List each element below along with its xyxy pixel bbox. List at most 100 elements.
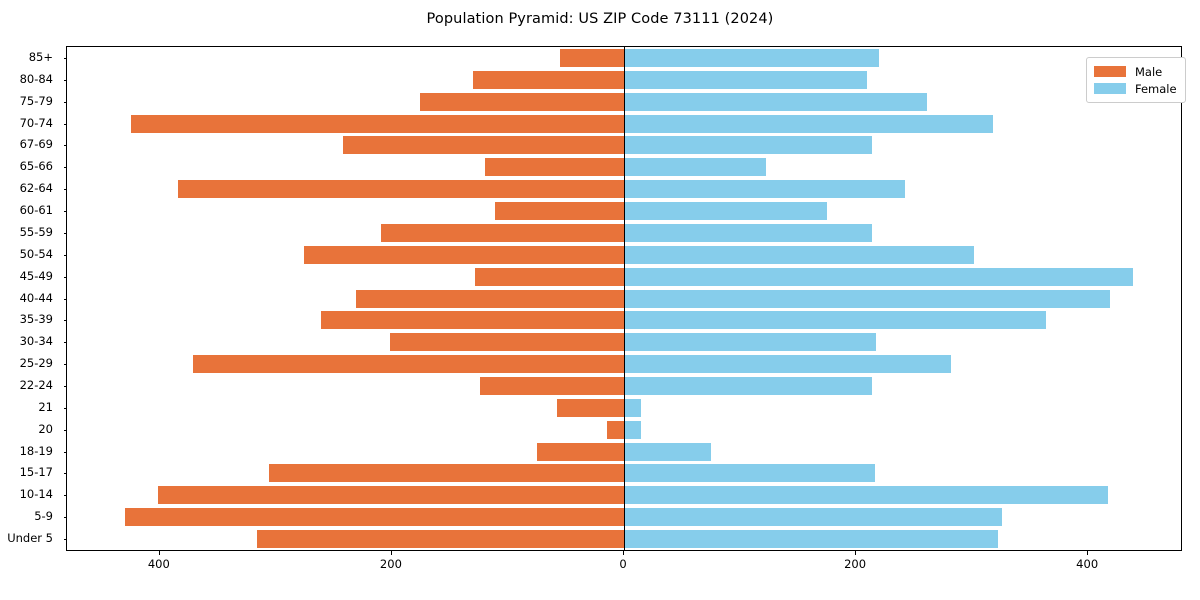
- zero-axis-line: [624, 47, 625, 550]
- bar-female-20: [624, 420, 642, 439]
- y-axis-tick-mark: [63, 539, 67, 541]
- y-axis-tick-mark: [63, 167, 67, 169]
- legend-label-female: Female: [1135, 81, 1177, 96]
- y-axis-tick-mark: [63, 517, 67, 519]
- x-axis-tick-mark: [855, 551, 857, 555]
- y-axis-tick-label: 60-61: [19, 203, 53, 218]
- y-axis-tick-mark: [63, 407, 67, 409]
- bar-male-45-49: [475, 267, 624, 286]
- bar-male-35-39: [321, 311, 624, 330]
- y-axis-tick-mark: [63, 429, 67, 431]
- y-axis-tick-label: 22-24: [19, 377, 53, 392]
- bar-male-70-74: [130, 114, 624, 133]
- y-axis-tick-label: 62-64: [19, 181, 53, 196]
- y-axis-tick-label: Under 5: [7, 531, 53, 546]
- bar-male-75-79: [419, 92, 624, 111]
- legend-item-male[interactable]: Male: [1094, 63, 1177, 80]
- x-axis-tick-mark: [390, 551, 392, 555]
- bar-female-50-54: [624, 245, 975, 264]
- bar-male-21: [556, 398, 624, 417]
- bar-male-50-54: [303, 245, 624, 264]
- bar-female-67-69: [624, 136, 873, 155]
- y-axis-tick-label: 21: [38, 399, 53, 414]
- bar-female-10-14: [624, 486, 1108, 505]
- y-axis-tick-mark: [63, 57, 67, 59]
- y-axis-tick-mark: [63, 145, 67, 147]
- y-axis-tick-mark: [63, 385, 67, 387]
- y-axis-tick-label: 85+: [28, 49, 53, 64]
- y-axis-tick-label: 65-66: [19, 159, 53, 174]
- bar-female-45-49: [624, 267, 1134, 286]
- bar-male-55-59: [381, 223, 624, 242]
- page-title: Population Pyramid: US ZIP Code 73111 (2…: [426, 11, 774, 27]
- bar-female-75-79: [624, 92, 927, 111]
- bar-female-70-74: [624, 114, 993, 133]
- bar-male-67-69: [343, 136, 624, 155]
- y-axis-tick-label: 80-84: [19, 71, 53, 86]
- bar-female-35-39: [624, 311, 1047, 330]
- y-axis-tick-label: 67-69: [19, 137, 53, 152]
- y-axis-tick-mark: [63, 254, 67, 256]
- y-axis-tick-label: 50-54: [19, 246, 53, 261]
- y-axis-tick-label: 75-79: [19, 93, 53, 108]
- y-axis-tick-mark: [63, 495, 67, 497]
- y-axis-tick-label: 30-34: [19, 334, 53, 349]
- y-axis-tick-label: 5-9: [34, 509, 53, 524]
- bar-male-65-66: [484, 158, 624, 177]
- plot-area: [63, 46, 1182, 551]
- y-axis-tick-label: 25-29: [19, 356, 53, 371]
- legend-swatch-male-icon: [1094, 66, 1126, 77]
- x-axis: 400 200 0 200 400: [66, 551, 1182, 591]
- y-axis: 85+ 80-84 75-79 70-74 67-69 65-66 62-64 60-61 55…: [0, 46, 62, 551]
- bar-female-25-29: [624, 355, 952, 374]
- bar-male-5-9: [125, 508, 624, 527]
- legend-item-female[interactable]: Female: [1094, 80, 1177, 97]
- x-axis-tick-label: 400: [1076, 557, 1099, 571]
- bar-female-85-: [624, 48, 880, 67]
- bar-male-15-17: [268, 464, 624, 483]
- bar-male-85-: [560, 48, 624, 67]
- y-axis-tick-label: 20: [38, 421, 53, 436]
- x-axis-tick-label: 200: [379, 557, 402, 571]
- x-axis-tick-label: 400: [147, 557, 170, 571]
- x-axis-tick-label: 0: [619, 557, 627, 571]
- y-axis-tick-label: 10-14: [19, 487, 53, 502]
- bar-male-22-24: [480, 376, 624, 395]
- bar-female-55-59: [624, 223, 873, 242]
- bar-male-20: [606, 420, 624, 439]
- y-axis-tick-label: 18-19: [19, 443, 53, 458]
- y-axis-tick-mark: [63, 101, 67, 103]
- bar-male-30-34: [389, 333, 624, 352]
- y-axis-tick-mark: [63, 342, 67, 344]
- bar-female-18-19: [624, 442, 712, 461]
- x-axis-tick-mark: [623, 551, 624, 555]
- bar-male-60-61: [495, 202, 624, 221]
- bar-female-60-61: [624, 202, 828, 221]
- y-axis-tick-mark: [63, 189, 67, 191]
- bar-female-65-66: [624, 158, 766, 177]
- x-axis-tick-mark: [1087, 551, 1089, 555]
- bar-female-5-9: [624, 508, 1003, 527]
- legend-swatch-female-icon: [1094, 83, 1126, 94]
- y-axis-tick-label: 45-49: [19, 268, 53, 283]
- y-axis-tick-mark: [63, 211, 67, 213]
- bar-female-40-44: [624, 289, 1111, 308]
- bar-female-21: [624, 398, 642, 417]
- y-axis-tick-mark: [63, 276, 67, 278]
- bar-female-30-34: [624, 333, 876, 352]
- bar-male-80-84: [473, 70, 624, 89]
- bar-male-18-19: [536, 442, 624, 461]
- bar-male-40-44: [355, 289, 624, 308]
- bar-female-22-24: [624, 376, 873, 395]
- bar-female-15-17: [624, 464, 875, 483]
- y-axis-tick-mark: [63, 473, 67, 475]
- y-axis-tick-mark: [63, 364, 67, 366]
- bar-male-25-29: [193, 355, 624, 374]
- y-axis-tick-label: 55-59: [19, 224, 53, 239]
- y-axis-tick-label: 15-17: [19, 465, 53, 480]
- y-axis-tick-label: 35-39: [19, 312, 53, 327]
- bar-female-62-64: [624, 180, 905, 199]
- y-axis-tick-mark: [63, 298, 67, 300]
- x-axis-tick-mark: [158, 551, 160, 555]
